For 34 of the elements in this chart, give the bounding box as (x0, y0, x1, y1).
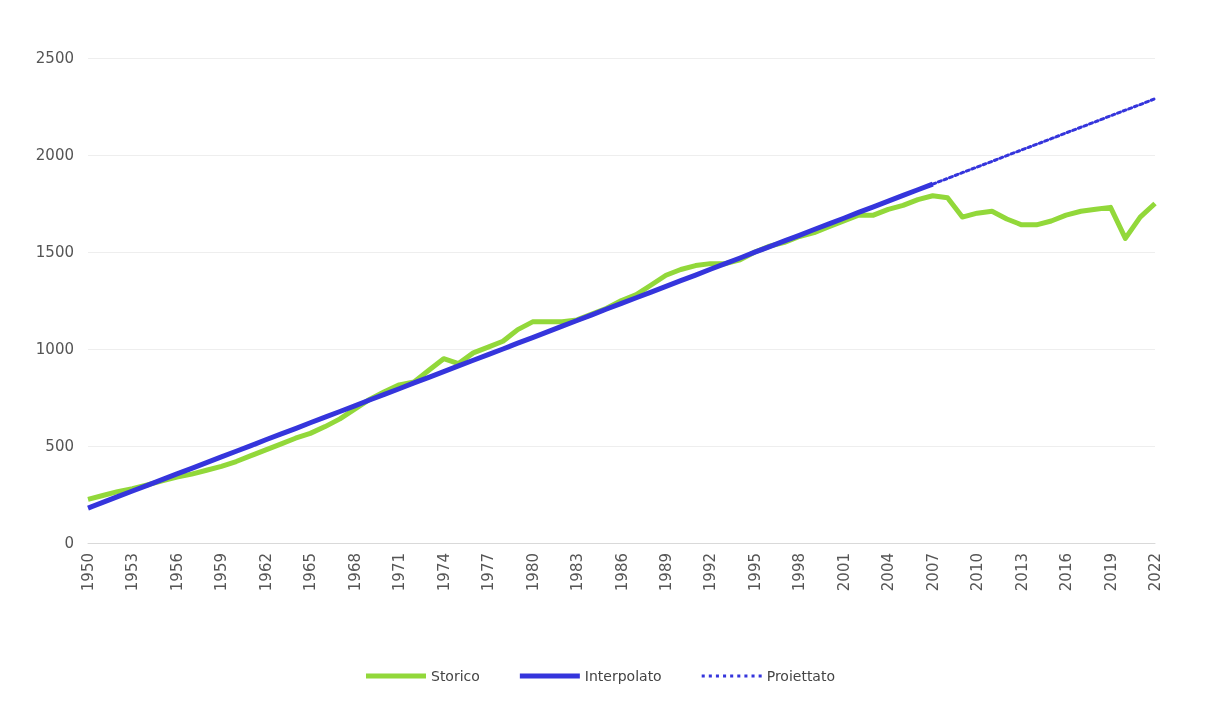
x-tick-label: 1983 (568, 553, 587, 592)
x-tick-label: 2022 (1146, 553, 1164, 592)
x-tick-label: 1968 (345, 553, 364, 592)
y-tick-label: 500 (45, 437, 74, 455)
x-tick-label: 1965 (301, 553, 320, 592)
x-tick-label: 2013 (1012, 553, 1031, 592)
x-tick-label: 1980 (523, 553, 542, 592)
x-tick-label: 2019 (1101, 553, 1120, 592)
x-tick-label: 2010 (968, 553, 987, 592)
x-tick-label: 1950 (79, 553, 97, 592)
x-tick-label: 1992 (701, 553, 720, 592)
legend-label: Proiettato (766, 668, 836, 684)
legend-label: Storico (430, 668, 480, 684)
x-tick-label: 1953 (123, 553, 142, 592)
y-tick-label: 1000 (35, 340, 74, 358)
x-tick-label: 2001 (834, 553, 853, 592)
x-tick-label: 1974 (434, 553, 453, 592)
x-tick-label: 1998 (790, 553, 809, 592)
x-tick-label: 1986 (612, 553, 631, 592)
x-tick-label: 1959 (212, 553, 231, 592)
x-tick-label: 2016 (1057, 553, 1076, 592)
x-tick-label: 1956 (167, 553, 186, 592)
y-tick-label: 1500 (35, 243, 74, 261)
x-tick-label: 1995 (745, 553, 764, 592)
legend-label: Interpolato (584, 668, 662, 684)
x-tick-label: 1962 (256, 553, 275, 592)
x-tick-label: 1989 (656, 553, 675, 592)
y-tick-label: 2000 (35, 146, 74, 164)
y-tick-label: 0 (64, 534, 74, 552)
x-tick-label: 1971 (390, 553, 409, 592)
x-tick-label: 2007 (923, 553, 942, 592)
x-tick-label: 2004 (879, 553, 898, 592)
y-tick-label: 2500 (35, 49, 74, 67)
x-tick-label: 1977 (479, 553, 498, 592)
